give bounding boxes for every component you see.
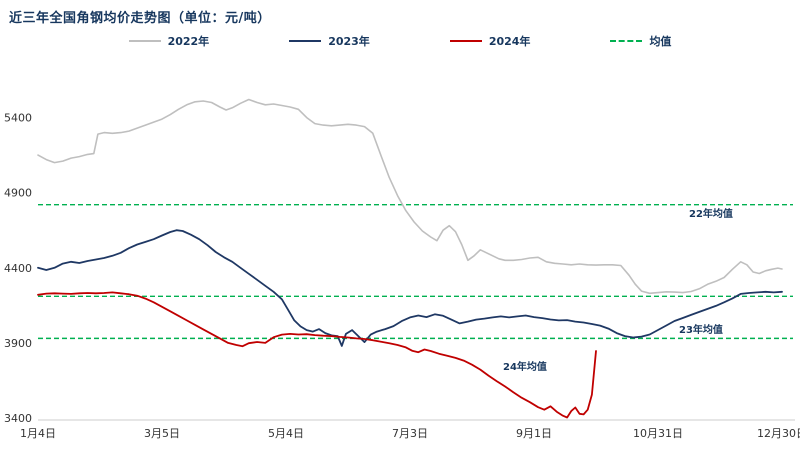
mean-line-label-0: 22年均值 [689, 209, 733, 220]
legend-item-2022: 2022年 [128, 33, 210, 49]
legend-label-2024: 2024年 [488, 35, 531, 48]
mean-line-label-1: 23年均值 [679, 325, 723, 336]
y-axis-label: 4900 [4, 187, 32, 200]
legend: 2022年 2023年 2024年 均值 [0, 33, 800, 49]
series-line-2023 [37, 229, 783, 347]
series-line-2024 [37, 291, 597, 419]
x-axis-label: 10月31日 [633, 427, 683, 440]
series-line-2022 [37, 98, 783, 295]
mean-line-label-2: 24年均值 [503, 362, 547, 373]
legend-label-2022: 2022年 [167, 35, 210, 48]
chart-title: 近三年全国角钢均价走势图（单位：元/吨） [9, 11, 271, 26]
x-axis-label: 3月5日 [144, 427, 180, 440]
y-axis-label: 3400 [4, 412, 32, 425]
legend-item-mean: 均值 [610, 33, 671, 49]
legend-label-2023: 2023年 [328, 35, 370, 48]
x-axis-label: 9月1日 [516, 427, 552, 440]
legend-swatch-2022 [128, 40, 161, 42]
x-axis-label: 7月3日 [392, 427, 428, 440]
legend-item-2024: 2024年 [449, 33, 531, 49]
legend-swatch-mean [610, 40, 643, 42]
y-axis-label: 3900 [4, 337, 32, 350]
x-axis-label: 1月4日 [20, 427, 56, 440]
y-axis-label: 5400 [4, 112, 32, 125]
x-axis-label: 5月4日 [268, 427, 304, 440]
x-axis-label: 12月30日 [757, 427, 800, 440]
legend-swatch-2024 [449, 40, 482, 42]
legend-item-2023: 2023年 [289, 33, 370, 49]
y-axis-label: 4400 [4, 262, 32, 275]
legend-swatch-2023 [289, 40, 322, 42]
legend-label-mean: 均值 [649, 35, 672, 48]
